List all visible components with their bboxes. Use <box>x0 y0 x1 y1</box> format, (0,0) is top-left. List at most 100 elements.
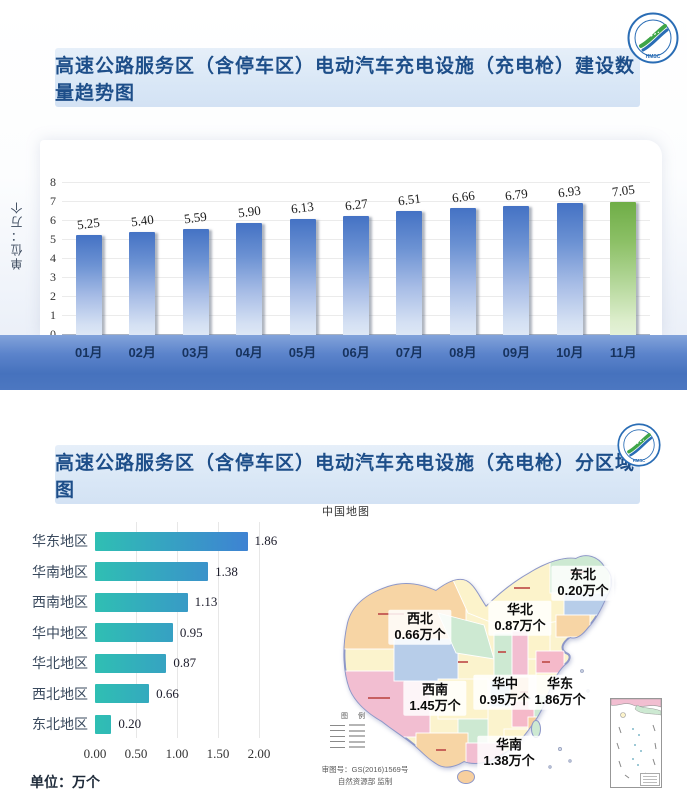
region-bar-chart: 华东地区 1.86 华南地区 1.38 西南地区 1.13 华中地区 0.95 华北地区 0.87… <box>20 520 308 795</box>
trend-bar-value-label: 6.66 <box>450 188 476 206</box>
map-region-label: 西北 0.66万个 <box>388 609 452 645</box>
trend-bar-value-label: 5.25 <box>76 214 101 233</box>
org-badge-logo-icon: HMSC <box>627 12 679 64</box>
trend-bar-value-label: 6.13 <box>290 198 315 216</box>
region-x-axis-ticks: 0.00 0.50 1.00 1.50 2.00 <box>84 746 271 762</box>
map-title: 中国地图 <box>322 506 370 518</box>
map-region-label: 华中 0.95万个 <box>473 674 537 710</box>
trend-bar-group: 7.05 <box>597 181 650 335</box>
trend-bar-value-label: 6.27 <box>343 195 369 214</box>
map-region-label: 东北 0.20万个 <box>551 565 615 601</box>
region-bar-row: 华北地区 0.87 <box>20 648 308 679</box>
month-label: 09月 <box>502 345 531 360</box>
trend-bar <box>342 215 369 335</box>
trend-y-tick-label: 7 <box>50 194 56 208</box>
region-bar-value-label: 1.86 <box>254 533 278 549</box>
map-region-name: 西北 <box>406 610 433 626</box>
trend-bars-row: 5.25 5.40 5.59 5.90 6.13 6.27 6.51 6.66 6.79 6.93… <box>62 181 650 335</box>
map-approval-note: 审图号：GS(2016)1569号 自然资源部 监制 <box>300 764 430 788</box>
trend-bar-group: 6.27 <box>329 183 382 335</box>
region-gridline <box>177 522 178 738</box>
region-section-title: 高速公路服务区（含停车区）电动汽车充电设施（充电枪）分区域图 <box>55 445 640 504</box>
map-region-name: 华中 <box>491 675 518 691</box>
trend-bar <box>75 235 102 335</box>
region-bar <box>95 562 209 582</box>
region-bar <box>95 592 188 612</box>
region-label: 华中地区 <box>32 624 88 641</box>
trend-bar-group: 5.90 <box>222 183 275 335</box>
region-bar-row: 东北地区 0.20 <box>20 709 308 740</box>
region-label: 西北地区 <box>32 685 88 702</box>
month-label: 10月 <box>556 345 584 360</box>
region-label: 西南地区 <box>32 594 88 611</box>
region-bar-value-label: 0.87 <box>173 655 197 671</box>
map-region-label: 华北 0.87万个 <box>488 600 552 636</box>
trend-bar-value-label: 6.79 <box>504 185 529 204</box>
trend-y-tick-label: 6 <box>50 213 56 227</box>
inset-map-icon <box>610 698 662 779</box>
month-label: 08月 <box>449 345 477 360</box>
region-x-tick-label: 1.50 <box>206 746 230 761</box>
map-region-name: 东北 <box>569 566 596 582</box>
month-label: 07月 <box>395 345 424 360</box>
map-region-name: 华南 <box>495 736 522 752</box>
trend-bar-value-label: 7.05 <box>610 181 636 200</box>
month-label: 03月 <box>181 345 210 360</box>
trend-bar-group: 6.79 <box>490 183 543 335</box>
month-label: 11月 <box>609 345 637 360</box>
month-label: 05月 <box>288 345 317 360</box>
map-region-value: 0.66万个 <box>394 627 446 642</box>
trend-y-tick-label: 1 <box>50 308 56 322</box>
trend-section: 高速公路服务区（含停车区）电动汽车充电设施（充电枪）建设数量趋势图 HMSC 单… <box>0 0 687 390</box>
region-bar <box>95 653 167 673</box>
region-x-tick-label: 1.00 <box>165 746 189 761</box>
china-map-icon <box>343 555 612 784</box>
trend-gridline <box>62 201 650 202</box>
trend-bar-group: 6.66 <box>436 183 489 335</box>
region-gridline <box>218 522 219 738</box>
trend-y-tick-label: 5 <box>50 232 56 246</box>
region-label: 华东地区 <box>32 533 88 550</box>
trend-bar-group: 6.51 <box>383 183 436 335</box>
map-legend: 图 例 <box>330 711 380 752</box>
trend-bar <box>129 232 156 335</box>
region-bar-row: 西南地区 1.13 <box>20 587 308 618</box>
map-region-label: 华南 1.38万个 <box>477 735 541 771</box>
trend-y-tick-label: 3 <box>50 270 56 284</box>
region-x-tick-label: 2.00 <box>247 746 271 761</box>
region-gridline <box>259 522 260 738</box>
region-bar-row: 华南地区 1.38 <box>20 557 308 588</box>
map-region-label: 西南 1.45万个 <box>403 680 467 716</box>
org-badge-logo-icon: HMSC <box>617 423 661 467</box>
trend-bar <box>236 222 263 335</box>
month-label: 04月 <box>235 345 263 360</box>
trend-bar <box>396 211 423 335</box>
trend-bar-group: 6.13 <box>276 183 329 335</box>
region-bar-value-label: 1.13 <box>194 594 218 610</box>
region-x-tick-label: 0.00 <box>83 746 107 761</box>
map-approval-number: 审图号：GS(2016)1569号 <box>321 765 409 774</box>
trend-bar <box>503 206 530 335</box>
logo-text: HMSC <box>646 54 661 60</box>
region-bar <box>95 714 112 734</box>
region-bar-value-label: 0.66 <box>156 685 179 701</box>
region-section: 高速公路服务区（含停车区）电动汽车充电设施（充电枪）分区域图 HMSC 华东地区… <box>0 420 687 801</box>
trend-y-tick-label: 0 <box>50 327 56 341</box>
region-bar-row: 华东地区 1.86 <box>20 526 308 557</box>
china-map-panel: 中国地图 <box>290 495 687 801</box>
region-bar-value-label: 0.20 <box>118 716 142 732</box>
region-bar-rows: 华东地区 1.86 华南地区 1.38 西南地区 1.13 华中地区 0.95 华北地区 0.87… <box>20 526 308 740</box>
map-region-value: 1.38万个 <box>483 753 535 768</box>
map-region-value: 1.86万个 <box>534 692 586 707</box>
inset-scale-box <box>640 773 660 786</box>
map-region-label: 华东 1.86万个 <box>528 674 592 710</box>
trend-bar <box>610 202 637 335</box>
region-bar-row: 华中地区 0.95 <box>20 618 308 649</box>
trend-bar-value-label: 5.59 <box>183 208 208 227</box>
map-approval-agency: 自然资源部 监制 <box>337 777 393 786</box>
trend-y-tick-label: 2 <box>50 289 56 303</box>
region-bar <box>95 531 248 551</box>
month-label: 01月 <box>74 345 103 360</box>
trend-y-axis-unit-label: 单位：万个 <box>10 200 24 270</box>
